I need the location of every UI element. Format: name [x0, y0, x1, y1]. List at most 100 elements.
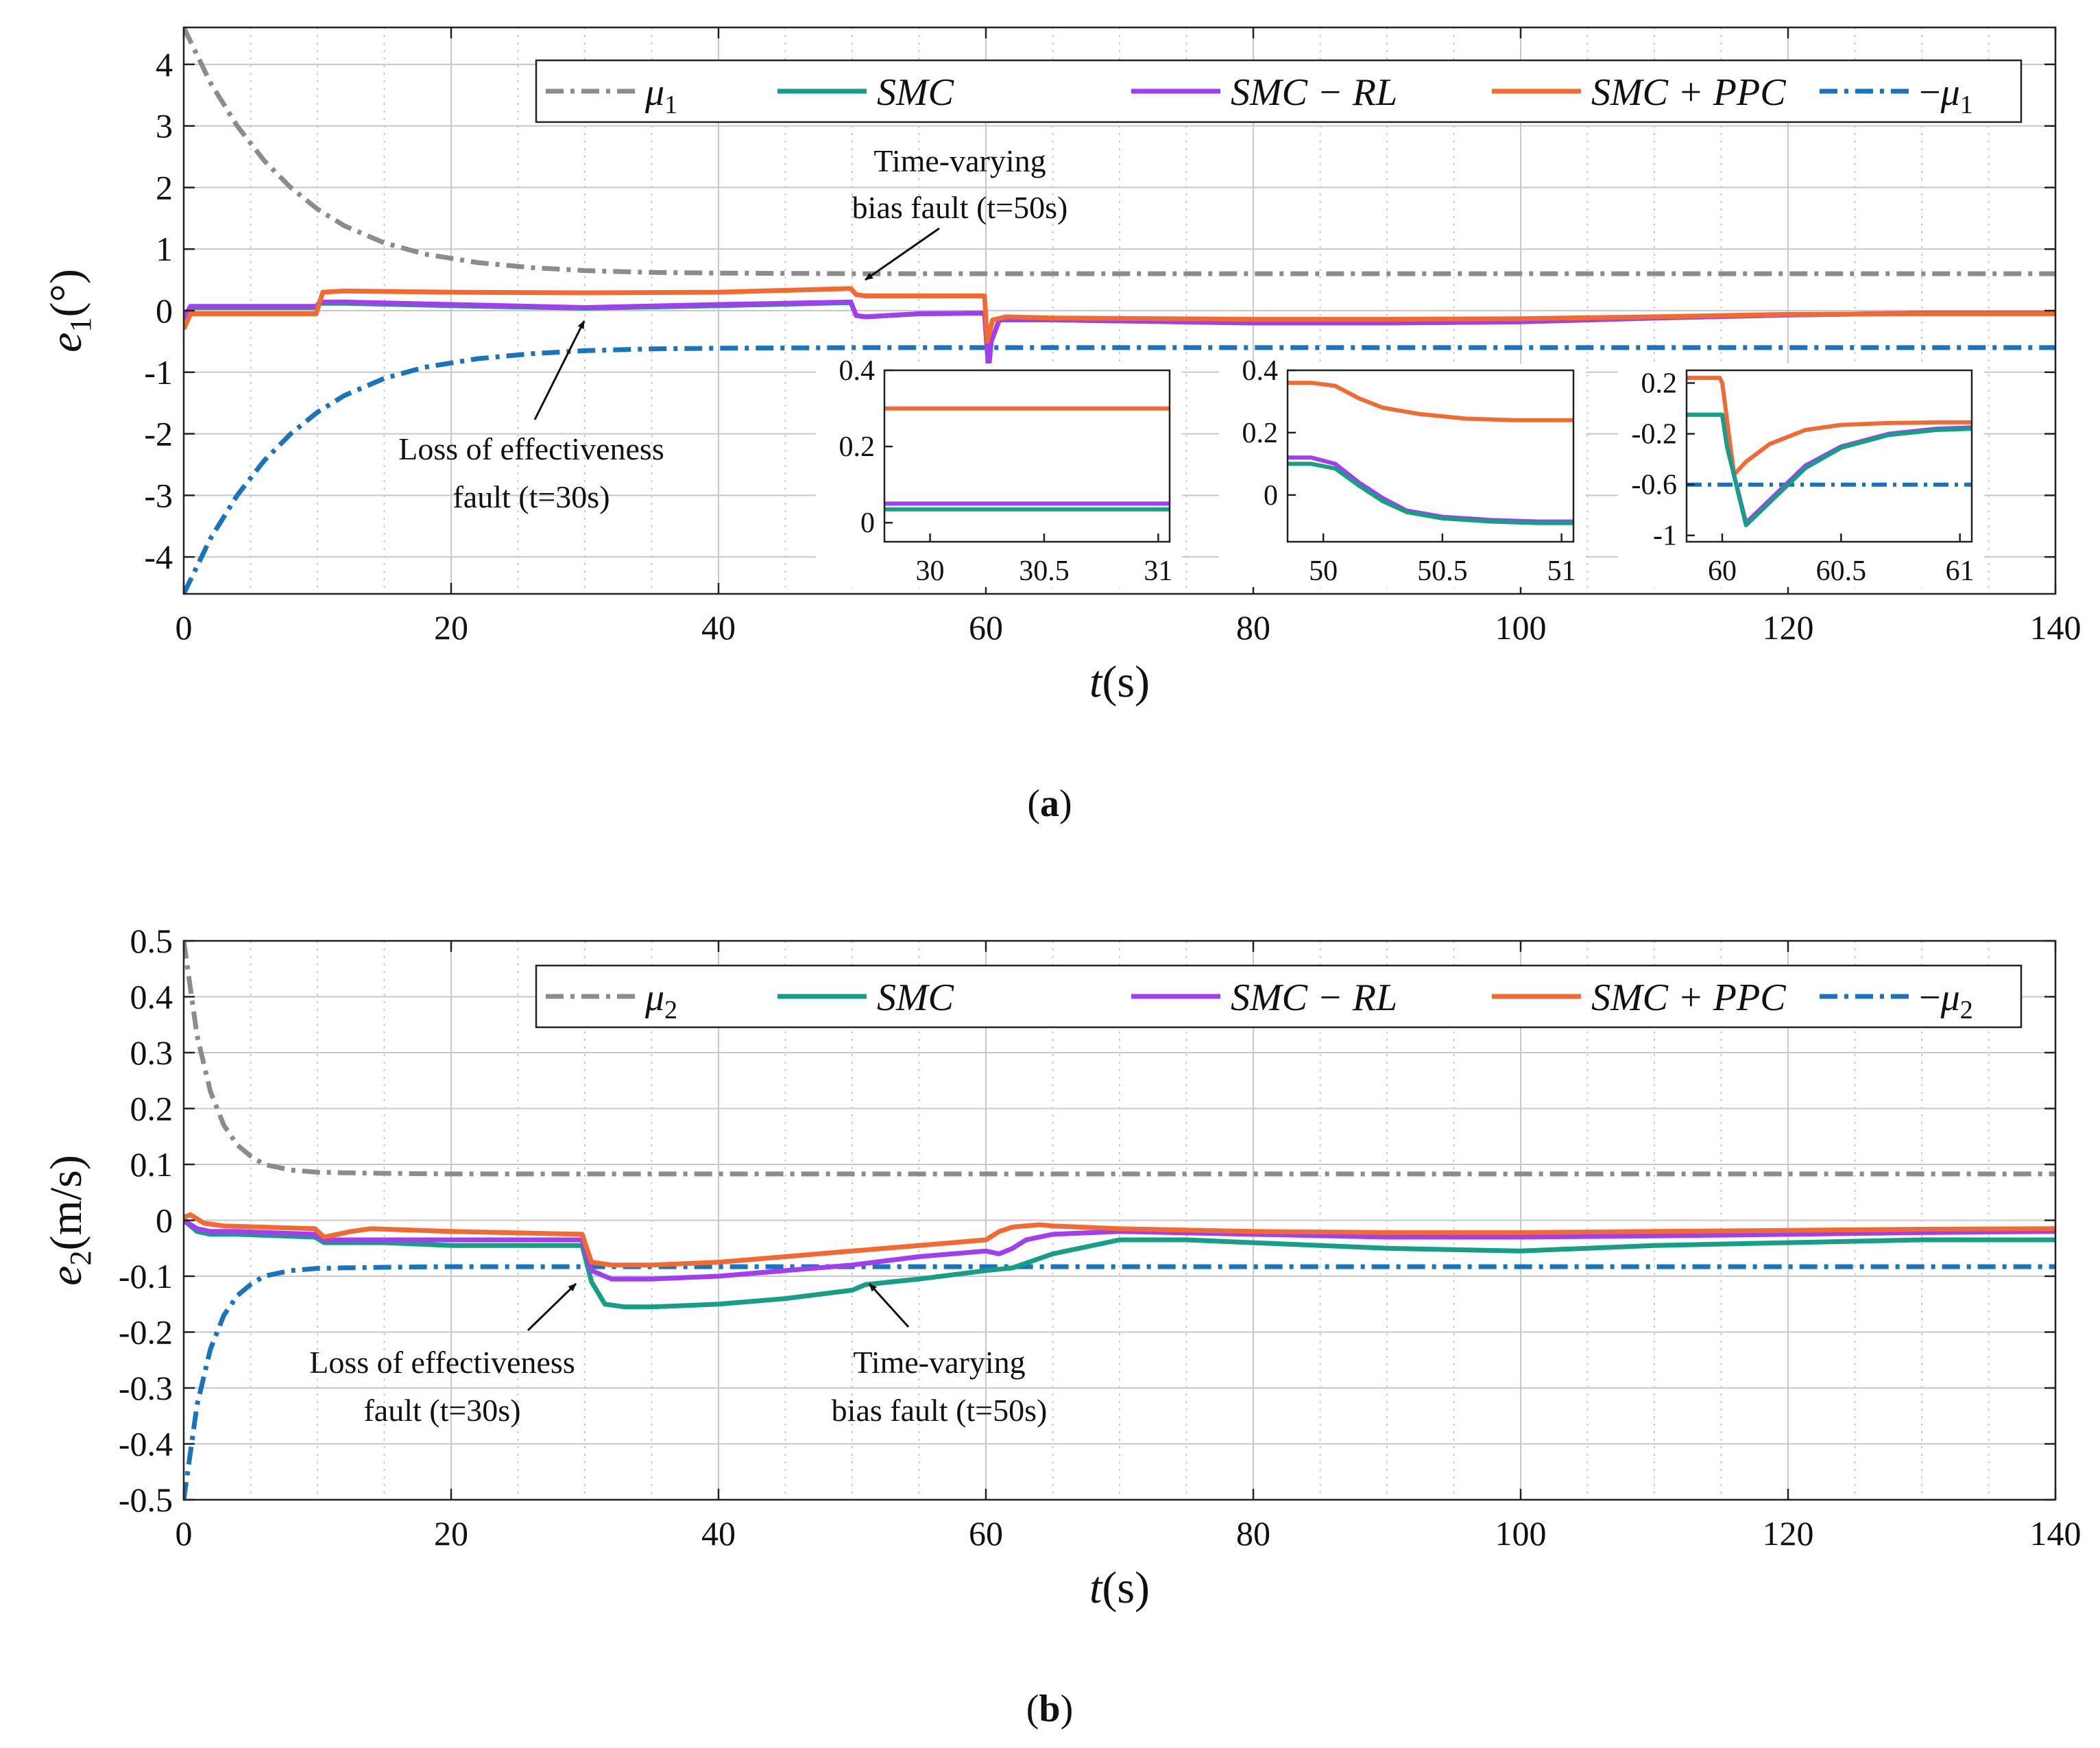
y-tick-label: -0.5 — [119, 1481, 173, 1519]
inset-x-tick-label: 30.5 — [1019, 555, 1070, 587]
x-axis-label-a: t(s) — [1089, 657, 1150, 707]
annotation-a-bias-line1: Time-varying — [873, 143, 1046, 178]
y-tick-label: 2 — [156, 168, 173, 206]
inset-bg — [1219, 363, 1586, 587]
inset-box — [883, 369, 1171, 543]
annotation-b-bias-line1: Time-varying — [853, 1345, 1025, 1380]
legend-label-smc_ppc: SMC + PPC — [1591, 71, 1786, 114]
y-tick-label: 0 — [156, 1201, 173, 1240]
inset-x-tick-label: 30 — [916, 555, 945, 587]
inset-x-tick-label: 60.5 — [1816, 555, 1867, 587]
x-tick-label: 0 — [176, 608, 193, 647]
annotation-a-bias-arrow — [865, 227, 940, 281]
inset-a1: 30 30.5 31 0 0.2 0.4 — [816, 355, 1182, 587]
inset-series-smc — [1288, 462, 1573, 525]
annotation-a-loe-arrow — [533, 320, 586, 420]
annotation-b-loe-line2: fault (t=30s) — [363, 1393, 520, 1428]
y-tick-label: 3 — [156, 107, 173, 145]
inset-bg — [1618, 363, 1984, 587]
chart-b: 0 20 40 60 80 100 120 140 -0.5 -0.4 -0.3 -0.2 -0.1 0 0… — [41, 922, 2081, 1613]
annotation-b-bias-line2: bias fault (t=50s) — [832, 1393, 1048, 1428]
x-tick-label: 80 — [1236, 608, 1270, 647]
inset-a2: 50 50.5 51 0 0.2 0.4 — [1219, 355, 1586, 587]
series-smc_ppc-a — [184, 286, 2055, 344]
x-tick-label: 140 — [2030, 1514, 2081, 1553]
x-tick-label: 140 — [2030, 608, 2081, 647]
inset-series-smc_ppc — [1288, 381, 1573, 422]
inset-a3: 60 60.5 61 -1 -0.6 -0.2 0.2 — [1618, 363, 1984, 587]
x-tick-label: 40 — [701, 608, 736, 647]
inset-x-tick-label: 31 — [1144, 555, 1172, 587]
inset-bg — [816, 363, 1182, 587]
legend-b: μ2 SMC SMC − RL SMC + PPC −μ2 — [535, 964, 2023, 1029]
y-tick-label: 0.5 — [130, 922, 173, 960]
inset-x-tick-label: 51 — [1547, 555, 1576, 587]
annotation-b-loe-fault: Loss of effectiveness fault (t=30s) — [309, 1282, 577, 1428]
legend-label-neg_mu: −μ1 — [1919, 71, 1973, 119]
inset-series-smc — [1687, 412, 1972, 527]
series-mu-b — [184, 941, 2055, 1177]
y-tick-label: 0.4 — [130, 978, 173, 1016]
legend-label-smc_ppc: SMC + PPC — [1591, 977, 1786, 1019]
y-tick-label: -3 — [144, 476, 173, 514]
legend-label-smc_rl: SMC − RL — [1231, 71, 1397, 114]
series-smc-b — [184, 1218, 2055, 1310]
y-tick-label: 0.1 — [130, 1145, 173, 1184]
x-tick-label: 60 — [969, 608, 1003, 647]
inset-y-tick-label: 0.2 — [839, 431, 876, 463]
y-tick-label: -2 — [144, 415, 173, 453]
legend-a: μ1 SMC SMC − RL SMC + PPC −μ1 — [535, 59, 2023, 123]
inset-y-tick-label: 0 — [860, 507, 875, 539]
annotation-b-loe-arrow — [527, 1282, 577, 1332]
y-tick-label: -1 — [144, 353, 173, 392]
y-axis-label-b: e2(m/s) — [41, 1155, 97, 1286]
caption-a: (a) — [1027, 782, 1072, 825]
series-mu-a — [184, 27, 2055, 276]
caption-b: (b) — [1026, 1688, 1073, 1730]
x-tick-label: 120 — [1763, 1514, 1814, 1553]
annotation-b-bias-arrow — [868, 1282, 910, 1328]
y-tick-label: -0.3 — [119, 1369, 173, 1407]
y-tick-label: -0.2 — [119, 1313, 173, 1352]
legend-label-smc: SMC — [877, 71, 954, 114]
y-tick-label: -4 — [144, 538, 173, 576]
inset-y-tick-label: 0.2 — [1641, 368, 1678, 400]
y-tick-label: 0.3 — [130, 1033, 173, 1072]
inset-y-tick-label: 0.2 — [1242, 418, 1279, 449]
inset-box — [1685, 369, 1973, 543]
x-tick-label: 80 — [1236, 1514, 1270, 1553]
annotation-b-loe-line1: Loss of effectiveness — [309, 1345, 575, 1380]
series-neg_mu-b — [184, 1264, 2055, 1500]
inset-x-tick-label: 61 — [1946, 555, 1975, 587]
inset-y-tick-label: 0.4 — [839, 355, 876, 387]
annotation-a-bias-line2: bias fault (t=50s) — [852, 190, 1068, 225]
inset-y-tick-label: -1 — [1653, 520, 1677, 552]
inset-x-tick-label: 60 — [1708, 555, 1737, 587]
y-tick-label: 0.2 — [130, 1090, 173, 1128]
inset-y-tick-label: 0.4 — [1242, 355, 1279, 387]
chart-a: 0 20 40 60 80 100 120 140 -4 -3 -2 -1 0 1 2 3 4 t(s) e1(°)… — [41, 26, 2081, 707]
annotation-b-bias-fault: Time-varying bias fault (t=50s) — [832, 1282, 1048, 1428]
x-tick-label: 100 — [1495, 1514, 1547, 1553]
inset-x-tick-label: 50.5 — [1417, 555, 1468, 587]
x-tick-label: 40 — [701, 1514, 736, 1553]
y-tick-label: 0 — [156, 291, 173, 330]
series-smc_rl-b — [184, 1218, 2055, 1282]
x-tick-label: 120 — [1763, 608, 1814, 647]
x-tick-label: 20 — [434, 1514, 468, 1553]
annotation-a-loe-fault: Loss of effectiveness fault (t=30s) — [398, 320, 664, 514]
x-tick-label: 100 — [1495, 608, 1547, 647]
legend-label-mu: μ1 — [644, 71, 677, 119]
inset-y-tick-label: -0.6 — [1632, 470, 1678, 501]
series-smc_ppc-b — [184, 1212, 2055, 1268]
annotation-a-bias-fault: Time-varying bias fault (t=50s) — [852, 143, 1068, 281]
y-tick-label: 1 — [156, 230, 173, 268]
x-tick-label: 60 — [969, 1514, 1003, 1553]
legend-label-smc: SMC — [877, 977, 954, 1019]
y-tick-label: -0.1 — [119, 1257, 173, 1295]
inset-box — [1286, 369, 1575, 543]
legend-label-mu: μ2 — [644, 977, 677, 1025]
series-group-a — [184, 27, 2055, 594]
legend-label-smc_rl: SMC − RL — [1231, 977, 1397, 1019]
